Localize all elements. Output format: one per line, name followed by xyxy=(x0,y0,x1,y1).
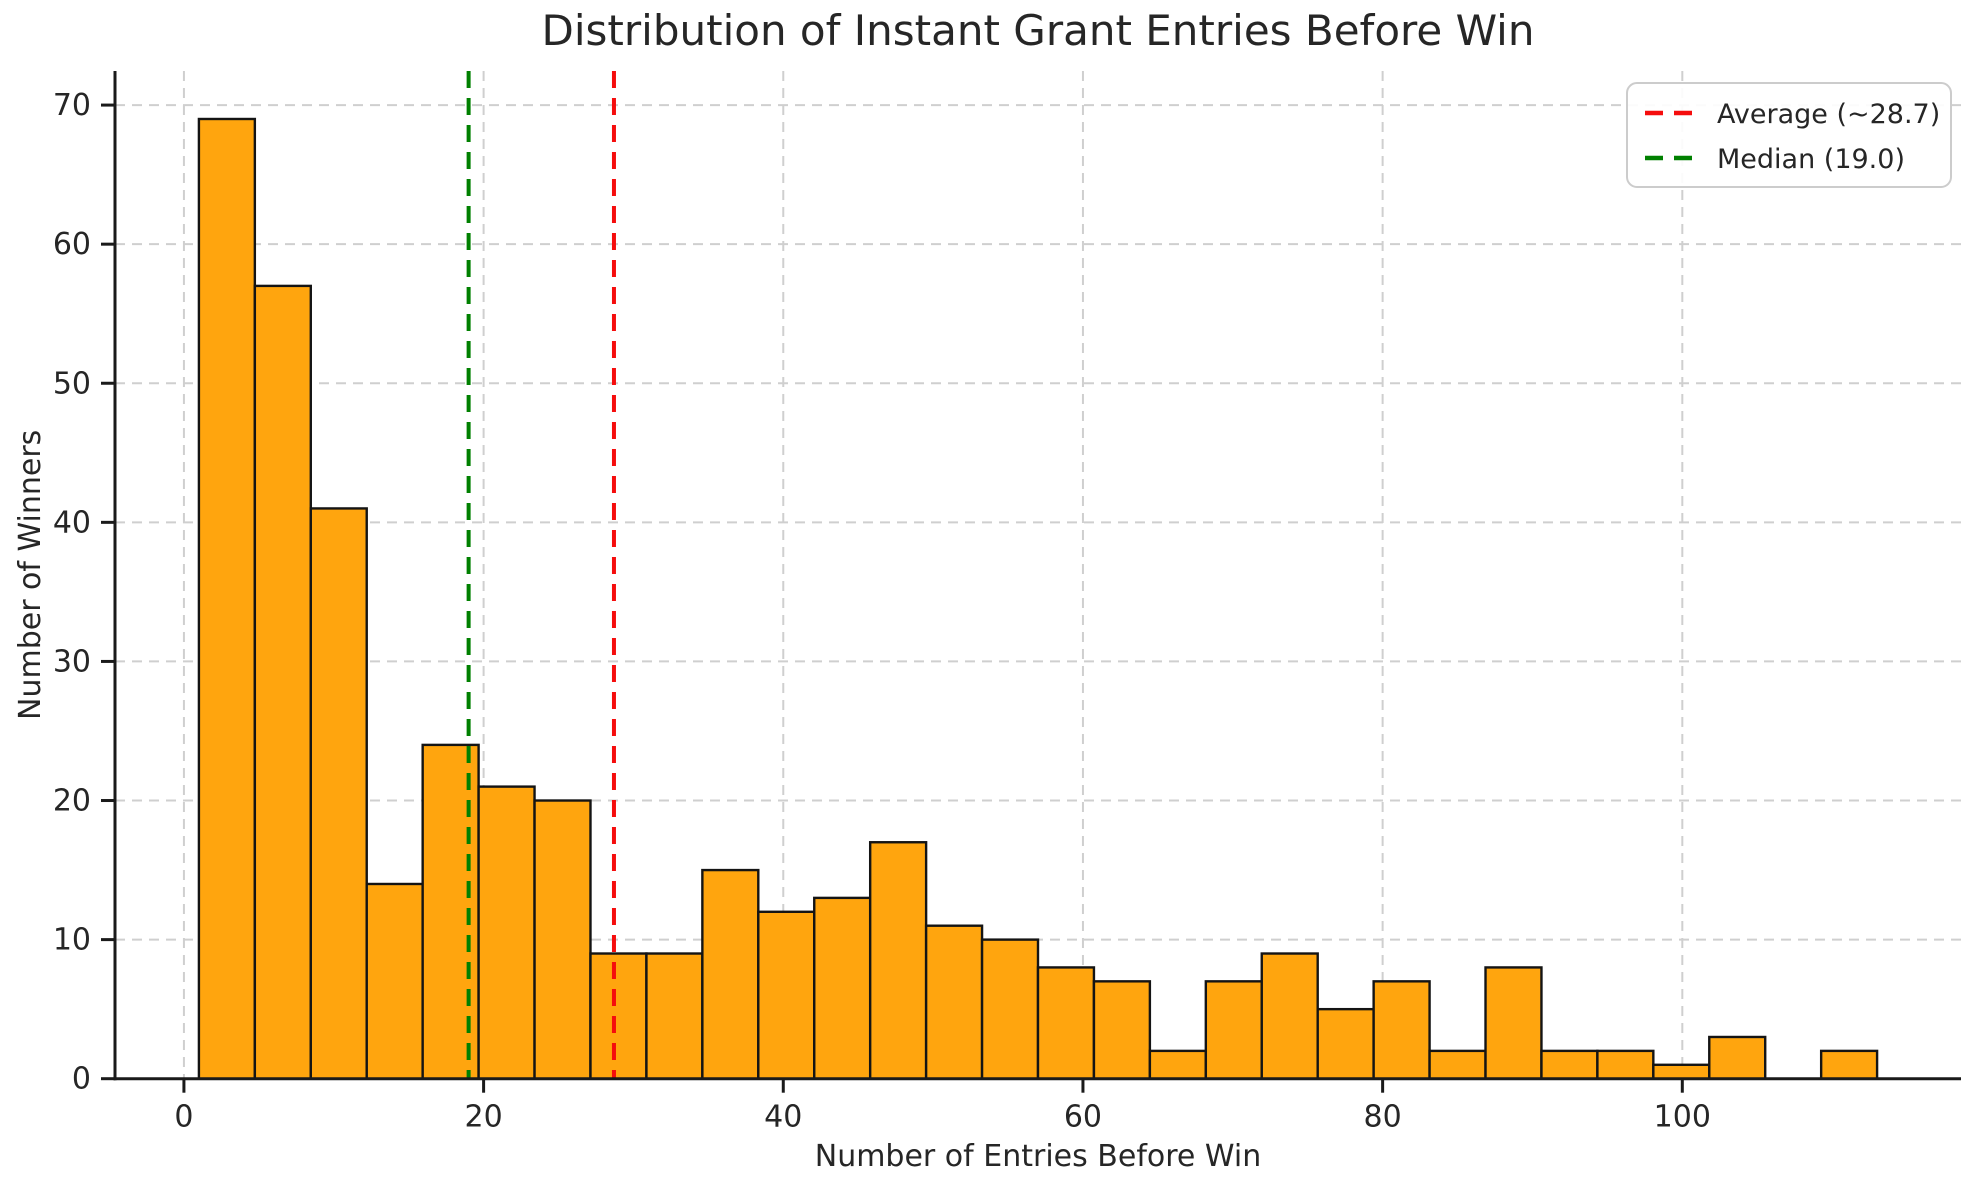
histogram-bar xyxy=(1204,980,1263,1080)
histogram-bar xyxy=(1092,980,1152,1080)
histogram-bar xyxy=(1540,1049,1599,1080)
x-tick-label: 80 xyxy=(1364,1100,1402,1135)
legend-average-label: Average (~28.7) xyxy=(1717,99,1940,130)
histogram-bar xyxy=(980,938,1040,1080)
legend: Average (~28.7) Median (19.0) xyxy=(1626,82,1952,188)
histogram-bar xyxy=(1652,1063,1711,1080)
histogram-bar xyxy=(309,507,368,1080)
histogram-bar xyxy=(645,952,704,1080)
y-tick-label: 40 xyxy=(53,505,91,540)
histogram-bar xyxy=(589,952,648,1080)
axes xyxy=(101,71,1961,1093)
y-tick-label: 60 xyxy=(53,227,91,262)
y-tick-label: 70 xyxy=(53,88,91,123)
histogram-bar xyxy=(1708,1035,1767,1080)
legend-median-label: Median (19.0) xyxy=(1717,144,1905,175)
y-tick-label: 10 xyxy=(53,923,91,958)
tick-labels: 0 20 40 60 80 100 0 10 20 30 40 50 60 70 xyxy=(53,88,1711,1135)
histogram-bar xyxy=(1260,952,1319,1080)
histogram-bar xyxy=(533,799,592,1080)
histogram-bar xyxy=(701,868,760,1080)
histogram-bar xyxy=(1316,1007,1375,1080)
legend-box xyxy=(1626,82,1952,188)
x-tick-label: 40 xyxy=(764,1100,802,1135)
x-tick-label: 100 xyxy=(1654,1100,1711,1135)
histogram-bar xyxy=(757,910,816,1080)
y-tick-label: 0 xyxy=(72,1062,91,1097)
x-axis-label: Number of Entries Before Win xyxy=(815,1139,1262,1174)
histogram-bars xyxy=(197,117,1879,1080)
reference-lines xyxy=(466,71,616,1079)
histogram-bar xyxy=(924,924,984,1080)
histogram-bar xyxy=(1819,1049,1879,1080)
histogram-bar xyxy=(1484,966,1543,1080)
histogram-bar xyxy=(813,896,872,1080)
histogram-bar xyxy=(477,785,536,1080)
histogram-bar xyxy=(1596,1049,1655,1080)
chart-title: Distribution of Instant Grant Entries Be… xyxy=(542,6,1535,55)
histogram-bar xyxy=(1428,1049,1487,1080)
histogram-bar xyxy=(365,882,424,1080)
y-tick-label: 50 xyxy=(53,366,91,401)
x-tick-label: 60 xyxy=(1064,1100,1102,1135)
x-tick-label: 0 xyxy=(174,1100,193,1135)
y-tick-label: 20 xyxy=(53,784,91,819)
histogram-bar xyxy=(868,841,928,1080)
y-axis-label: Number of Winners xyxy=(13,430,48,720)
histogram-bar xyxy=(1148,1049,1208,1080)
histogram-bar xyxy=(197,117,257,1080)
x-tick-label: 20 xyxy=(465,1100,503,1135)
histogram-bar xyxy=(1372,980,1431,1080)
histogram-bar xyxy=(253,284,312,1080)
histogram-bar xyxy=(1036,966,1096,1080)
y-tick-label: 30 xyxy=(53,644,91,679)
